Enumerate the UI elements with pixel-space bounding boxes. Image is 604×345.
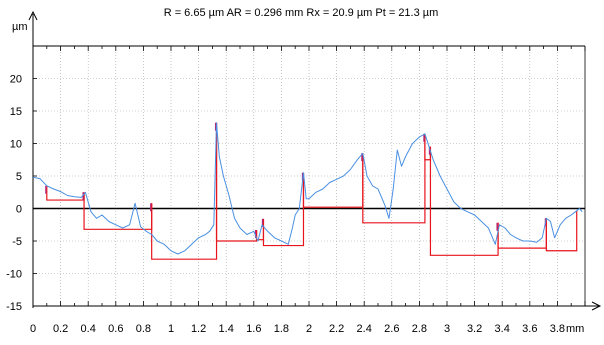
motif-line [545, 210, 578, 252]
motif-line [429, 146, 499, 256]
x-tick-label: 0.6 [108, 323, 123, 335]
y-tick-label: -5 [12, 236, 22, 248]
x-tick-label: 1 [168, 323, 174, 335]
axes [28, 10, 602, 311]
motif-line [151, 122, 218, 260]
profile-series [32, 122, 583, 255]
x-tick-label: 2.2 [329, 323, 344, 335]
x-tick-label: 2 [306, 323, 312, 335]
y-axis-arrow [28, 10, 38, 21]
y-tick-label: -15 [6, 301, 22, 313]
y-tick-label: 5 [16, 171, 22, 183]
y-tick-label: 20 [10, 74, 22, 86]
x-tick-label: 2.6 [384, 323, 399, 335]
x-tick-label: 0.2 [53, 323, 68, 335]
motif-lines [45, 122, 578, 260]
motif-line [497, 218, 547, 249]
x-tick-label: 3.8 [550, 323, 565, 335]
y-tick-label: 10 [10, 139, 22, 151]
tick-labels: -15 -10 -5 0 5 10 15 20 0 0.2 0.4 0.6 0.8 1 1.2 1.4 1.6 1… [6, 74, 565, 336]
motif-line [215, 122, 258, 242]
y-tick-label: -10 [6, 269, 22, 281]
x-tick-label: 0.8 [136, 323, 151, 335]
y-axis-label: µm [12, 21, 28, 33]
x-tick-label: 3.4 [495, 323, 510, 335]
x-tick-label: 1.2 [191, 323, 206, 335]
x-tick-label: 0 [30, 323, 36, 335]
x-tick-label: 1.6 [246, 323, 261, 335]
x-tick-label: 3.6 [522, 323, 537, 335]
y-tick-label: 0 [16, 204, 22, 216]
x-tick-label: 1.4 [219, 323, 234, 335]
x-tick-label: 2.8 [412, 323, 427, 335]
profile-line [32, 122, 583, 255]
x-tick-label: 0.4 [81, 323, 96, 335]
x-axis-unit: mm [566, 323, 584, 335]
x-tick-label: 2.4 [357, 323, 372, 335]
motif-line [362, 133, 426, 224]
motif-line [302, 153, 364, 208]
x-tick-label: 3 [444, 323, 450, 335]
motif-line [83, 192, 153, 230]
y-tick-label: 15 [10, 106, 22, 118]
x-tick-label: 1.8 [274, 323, 289, 335]
x-tick-label: 3.2 [467, 323, 482, 335]
motif-line [262, 172, 305, 247]
stats-header: R = 6.65 µm AR = 0.296 mm Rx = 20.9 µm P… [164, 7, 439, 19]
x-axis-arrow [591, 301, 602, 311]
grid [33, 46, 585, 307]
